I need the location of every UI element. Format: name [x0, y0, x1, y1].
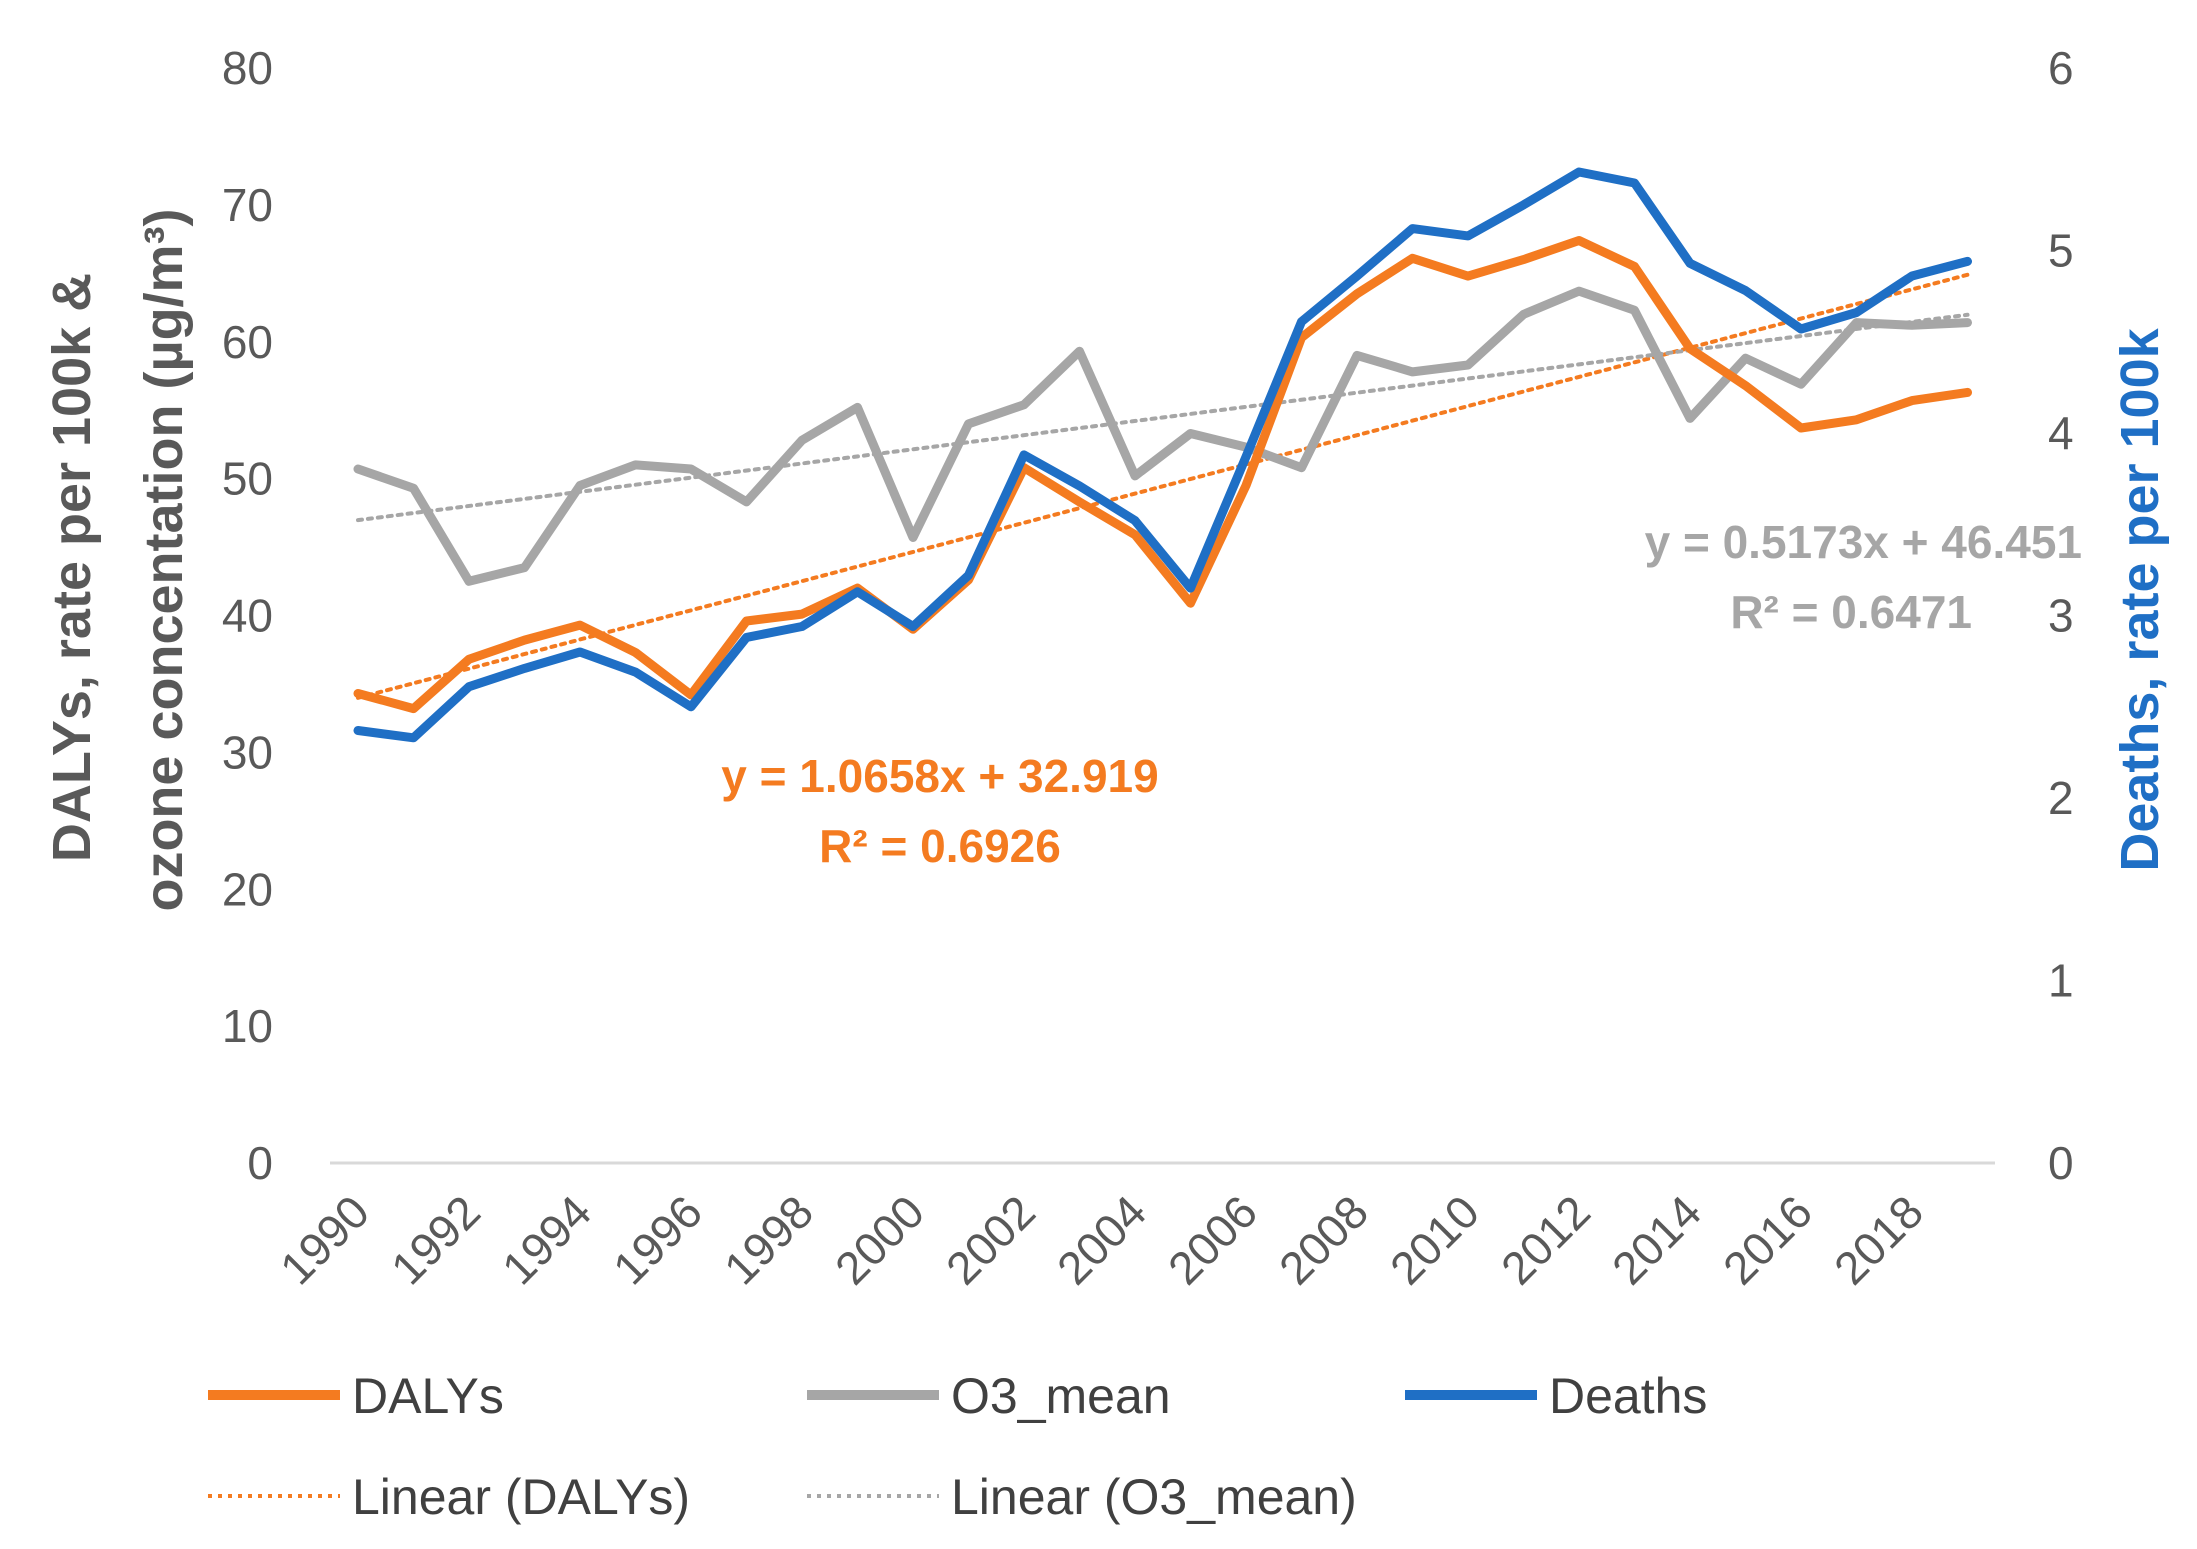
trendline-dalys [356, 272, 1970, 700]
o3-trend-annotation: y = 0.5173x + 46.451 R² = 0.6471 [1645, 516, 2082, 638]
dalys-trend-r2: R² = 0.6926 [819, 820, 1061, 872]
left-tick-label: 60 [222, 316, 273, 368]
x-tick-label: 2012 [1491, 1185, 1600, 1294]
legend-item-linear-dalys: Linear (DALYs) [208, 1469, 690, 1525]
x-tick-label: 1990 [270, 1185, 379, 1294]
dalys-trend-equation: y = 1.0658x + 32.919 [721, 750, 1158, 802]
legend-label: DALYs [352, 1368, 504, 1424]
x-tick-label: 2010 [1380, 1185, 1489, 1294]
trendlines [356, 272, 1970, 700]
left-axis-title-line2: ozone concentation (µg/m³) [134, 208, 194, 911]
left-tick-label: 30 [222, 726, 273, 778]
x-tick-label: 1998 [714, 1185, 823, 1294]
right-tick-label: 3 [2048, 590, 2074, 642]
right-tick-label: 5 [2048, 225, 2074, 277]
x-tick-label: 2000 [825, 1185, 934, 1294]
x-tick-label: 2006 [1158, 1185, 1267, 1294]
x-tick-label: 1996 [603, 1185, 712, 1294]
left-tick-label: 20 [222, 863, 273, 915]
left-axis-title: DALYs, rate per 100k & ozone concentatio… [42, 208, 194, 911]
x-tick-label: 2008 [1269, 1185, 1378, 1294]
legend-item-deaths: Deaths [1405, 1368, 1707, 1424]
legend-label: Linear (O3_mean) [951, 1469, 1357, 1525]
legend-label: Deaths [1549, 1368, 1707, 1424]
left-tick-label: 40 [222, 590, 273, 642]
series-line-dalys [353, 236, 1972, 714]
x-axis-ticks: 1990 1992 1994 1996 1998 2000 2002 2004 2006 2008… [270, 1185, 1933, 1294]
series-line-deaths [353, 167, 1972, 743]
left-tick-label: 10 [222, 1000, 273, 1052]
x-tick-label: 1992 [381, 1185, 490, 1294]
series-line-o3-mean [353, 286, 1972, 586]
left-axis-title-line1: DALYs, rate per 100k & [42, 273, 102, 862]
legend-label: O3_mean [951, 1368, 1171, 1424]
series-lines [353, 167, 1972, 743]
right-axis-title: Deaths, rate per 100k [2110, 327, 2170, 871]
right-tick-label: 6 [2048, 42, 2074, 94]
right-axis-ticks: 0 1 2 3 4 5 6 [2048, 42, 2074, 1189]
o3-trend-equation: y = 0.5173x + 46.451 [1645, 516, 2082, 568]
x-tick-label: 1994 [492, 1185, 601, 1294]
left-tick-label: 50 [222, 453, 273, 505]
x-tick-label: 2002 [936, 1185, 1045, 1294]
trendline-o3-mean [356, 312, 1970, 523]
right-tick-label: 1 [2048, 955, 2074, 1007]
dalys-trend-annotation: y = 1.0658x + 32.919 R² = 0.6926 [721, 750, 1158, 872]
o3-trend-r2: R² = 0.6471 [1730, 586, 1972, 638]
x-tick-label: 2016 [1713, 1185, 1822, 1294]
right-tick-label: 0 [2048, 1137, 2074, 1189]
x-tick-label: 2014 [1602, 1185, 1711, 1294]
legend-item-dalys: DALYs [208, 1368, 504, 1424]
x-tick-label: 2018 [1824, 1185, 1933, 1294]
right-tick-label: 4 [2048, 407, 2074, 459]
legend-item-linear-o3-mean: Linear (O3_mean) [807, 1469, 1357, 1525]
legend-label: Linear (DALYs) [352, 1469, 690, 1525]
x-tick-label: 2004 [1047, 1185, 1156, 1294]
left-tick-label: 80 [222, 42, 273, 94]
left-axis-ticks: 0 10 20 30 40 50 60 70 80 [222, 42, 273, 1189]
left-tick-label: 70 [222, 179, 273, 231]
right-tick-label: 2 [2048, 772, 2074, 824]
legend-item-o3-mean: O3_mean [807, 1368, 1171, 1424]
left-tick-label: 0 [247, 1137, 273, 1189]
legend: DALYs O3_mean Deaths Linear (DALYs) Line… [208, 1368, 1707, 1525]
